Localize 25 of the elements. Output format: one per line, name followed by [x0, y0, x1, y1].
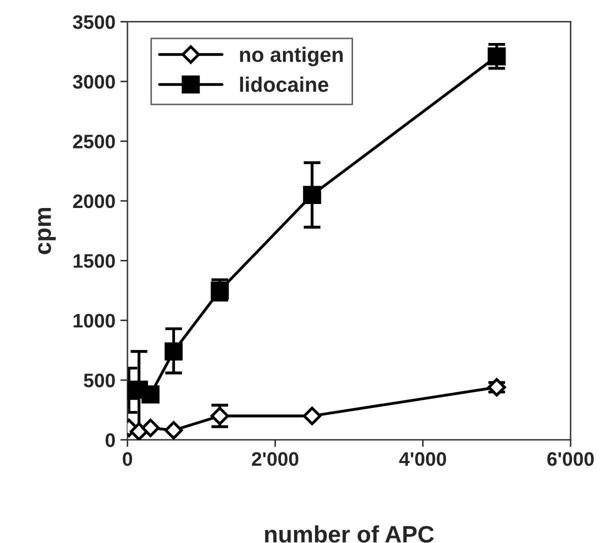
point	[302, 406, 322, 426]
point	[130, 422, 148, 440]
x-tick-label: 2'000	[252, 452, 298, 466]
point	[487, 378, 506, 397]
x-axis-title: number of APC	[265, 525, 434, 543]
y-tick-label: 500	[84, 374, 115, 388]
y-tick-label: 2500	[73, 134, 115, 148]
point	[164, 421, 183, 440]
x-tick-label: 6'000	[547, 452, 594, 466]
y-tick-label: 1500	[74, 254, 115, 268]
y-tick-label: 0	[106, 433, 115, 448]
y-tick-label: 1000	[74, 314, 115, 328]
point	[303, 186, 322, 204]
x-tick-label: 0	[122, 452, 132, 466]
y-tick-label: 2000	[73, 194, 115, 208]
legend-label: no antigen	[240, 46, 343, 66]
point	[488, 47, 506, 66]
point	[141, 418, 160, 438]
point	[141, 385, 160, 404]
legend-label: lidocaine	[240, 76, 328, 92]
y-tick-label: 3500	[72, 15, 115, 29]
y-axis-title: cpm	[38, 208, 56, 254]
y-tick-label: 3000	[72, 74, 115, 89]
x-tick-label: 4'000	[399, 452, 446, 466]
point	[164, 342, 183, 360]
